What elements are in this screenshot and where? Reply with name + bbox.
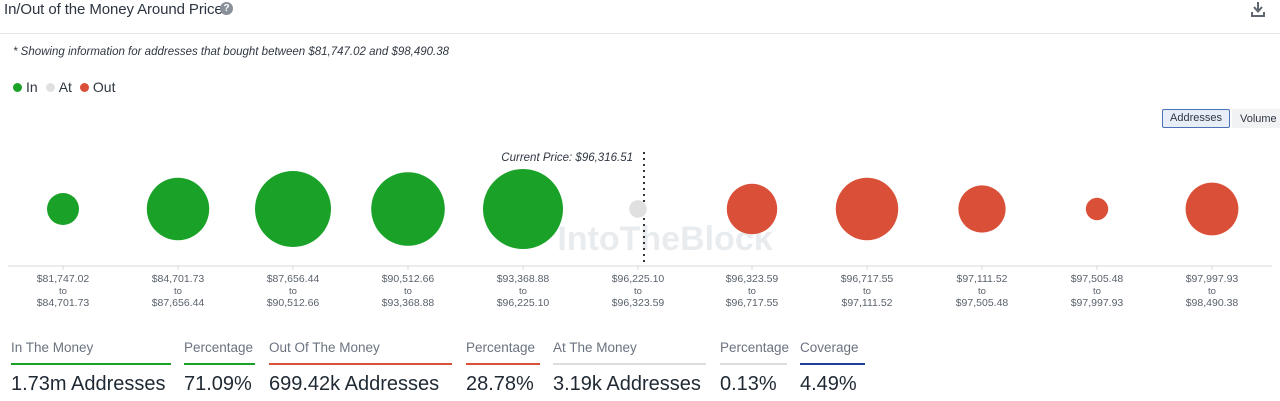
bubble-out [1085, 197, 1109, 221]
download-icon[interactable] [1250, 1, 1266, 17]
bubble-in [483, 169, 563, 249]
stat-in-percentage: Percentage 71.09% [184, 337, 255, 396]
tick-label-to: to [634, 286, 642, 297]
range-note: * Showing information for addresses that… [13, 46, 450, 58]
tick-label: $96,717.55 [841, 273, 894, 285]
legend-label-at: At [58, 79, 72, 95]
bubble-out [726, 183, 778, 235]
tick-label: $98,490.38 [1186, 297, 1239, 309]
stat-in-the-money: In The Money 1.73m Addresses [11, 337, 171, 396]
tick-label: $97,505.48 [1071, 273, 1124, 285]
tick-label: $90,512.66 [382, 273, 435, 285]
stat-label: Coverage [800, 337, 865, 365]
stat-value: 28.78% [466, 373, 534, 395]
legend-item-in: In [13, 79, 38, 95]
stat-at-the-money: At The Money 3.19k Addresses [553, 337, 706, 396]
metric-toggle: Addresses Volume [1162, 109, 1280, 128]
tick-label: $84,701.73 [152, 273, 205, 285]
tick-label-to: to [1208, 286, 1216, 297]
stat-value: 71.09% [184, 373, 252, 395]
tick-label: $93,368.88 [382, 297, 435, 309]
stat-out-of-the-money: Out Of The Money 699.42k Addresses [269, 337, 452, 396]
stat-label: Percentage [720, 337, 789, 365]
stat-label: Percentage [184, 337, 255, 365]
tick-label: $96,323.59 [726, 273, 779, 285]
tick-label: $87,656.44 [152, 297, 205, 309]
stat-value: 4.49% [800, 373, 857, 395]
tick-label: $97,111.52 [957, 273, 1008, 285]
bubble-in [255, 171, 331, 247]
legend-label-in: In [26, 79, 38, 95]
tick-label-to: to [1093, 286, 1101, 297]
tick-label-to: to [289, 286, 297, 297]
bubble-in [371, 172, 445, 246]
tick-label-to: to [404, 286, 412, 297]
tick-label: $93,368.88 [497, 273, 550, 285]
tick-label-to: to [519, 286, 527, 297]
tick-label: $87,656.44 [267, 273, 320, 285]
tick-label: $97,111.52 [842, 297, 893, 309]
stat-value: 1.73m Addresses [11, 373, 166, 395]
tick-label: $96,225.10 [497, 297, 550, 309]
stat-value: 0.13% [720, 373, 777, 395]
legend: In At Out [13, 79, 124, 95]
tick-label: $81,747.02 [37, 273, 90, 285]
tick-label-to: to [863, 286, 871, 297]
stat-value: 699.42k Addresses [269, 373, 440, 395]
summary-stats: In The Money 1.73m Addresses Percentage … [0, 337, 1280, 401]
stat-at-percentage: Percentage 0.13% [720, 337, 789, 396]
legend-item-out: Out [79, 79, 116, 95]
bubble-at [629, 200, 647, 218]
tick-label: $97,997.93 [1071, 297, 1124, 309]
legend-dot-out [79, 82, 89, 92]
stat-coverage: Coverage 4.49% [800, 337, 865, 396]
tick-label-to: to [978, 286, 986, 297]
stat-label: At The Money [553, 337, 706, 365]
tick-label: $96,717.55 [726, 297, 779, 309]
bubble-in [47, 193, 79, 225]
tick-label-to: to [748, 286, 756, 297]
bubble-out [1185, 182, 1239, 236]
tick-label: $97,505.48 [956, 297, 1009, 309]
stat-label: In The Money [11, 337, 171, 365]
tick-label: $90,512.66 [267, 297, 320, 309]
bubble-out [835, 177, 899, 241]
tick-label-to: to [59, 286, 67, 297]
tick-label: $96,225.10 [612, 273, 665, 285]
legend-dot-at [45, 82, 55, 92]
bubble-in [146, 177, 210, 241]
stat-label: Percentage [466, 337, 540, 365]
tick-label: $84,701.73 [37, 297, 90, 309]
stat-value: 3.19k Addresses [553, 373, 701, 395]
widget-header: In/Out of the Money Around Price ? [0, 0, 1280, 34]
tick-label: $96,323.59 [612, 297, 665, 309]
bubble-out [958, 185, 1006, 233]
legend-item-at: At [45, 79, 72, 95]
stat-out-percentage: Percentage 28.78% [466, 337, 540, 396]
toggle-volume-button[interactable]: Volume [1231, 109, 1280, 128]
stat-label: Out Of The Money [269, 337, 452, 365]
toggle-addresses-button[interactable]: Addresses [1162, 109, 1230, 128]
help-icon[interactable]: ? [220, 2, 233, 15]
tick-label: $97,997.93 [1186, 273, 1239, 285]
widget-title: In/Out of the Money Around Price [4, 1, 223, 18]
legend-label-out: Out [92, 79, 116, 95]
tick-label-to: to [174, 286, 182, 297]
current-price-label: Current Price: $96,316.51 [501, 152, 633, 164]
legend-dot-in [13, 82, 22, 92]
